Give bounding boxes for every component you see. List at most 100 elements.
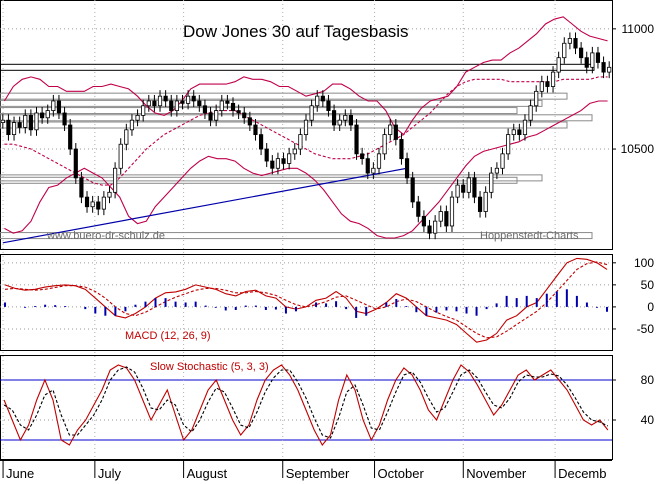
candle-body bbox=[191, 95, 196, 102]
candle-body bbox=[236, 110, 241, 114]
candle-body bbox=[152, 100, 157, 107]
candle-body bbox=[242, 112, 247, 119]
stochastic-label: Slow Stochastic (5, 3, 3) bbox=[150, 361, 269, 373]
panel-frame-1 bbox=[0, 254, 613, 351]
candle-body bbox=[163, 95, 168, 102]
axis-ticks: 11000 10500 100 50 0 -50 80 40 June July August Sep… bbox=[0, 22, 654, 481]
candle-body bbox=[197, 100, 202, 107]
candle-body bbox=[146, 100, 151, 107]
level-box bbox=[0, 114, 593, 122]
candle-body bbox=[73, 148, 78, 179]
candle-body bbox=[595, 52, 601, 63]
candle-body bbox=[315, 95, 320, 107]
candle-body bbox=[34, 112, 39, 131]
candle-body bbox=[6, 119, 11, 136]
macd-Signal bbox=[4, 261, 608, 339]
candle-body bbox=[382, 134, 387, 155]
y-tick-label: 40 bbox=[641, 413, 655, 427]
y-tick-label: -50 bbox=[637, 322, 655, 336]
month-label: September bbox=[286, 466, 350, 481]
candle-body bbox=[292, 148, 297, 155]
candle-body bbox=[79, 177, 84, 198]
candle-body bbox=[23, 114, 28, 128]
candle-body bbox=[472, 177, 477, 198]
candle-body bbox=[601, 62, 606, 73]
credit-left: www.buero-dr-schulz.de bbox=[46, 230, 165, 242]
candle-body bbox=[449, 196, 455, 227]
candle-body bbox=[376, 153, 382, 169]
candle-body bbox=[416, 201, 421, 217]
candle-body bbox=[579, 47, 584, 59]
candle-body bbox=[556, 57, 561, 73]
candle-body bbox=[275, 158, 281, 169]
candle-body bbox=[337, 119, 342, 126]
candle-body bbox=[404, 158, 410, 179]
candle-body bbox=[399, 139, 404, 160]
candle-body bbox=[590, 52, 595, 68]
candle-body bbox=[466, 177, 471, 193]
candle-body bbox=[500, 153, 505, 169]
candle-body bbox=[517, 129, 522, 136]
candle-body bbox=[202, 105, 208, 114]
candle-body bbox=[264, 148, 269, 162]
candle-body bbox=[303, 119, 309, 136]
level-box bbox=[0, 63, 595, 71]
candle-body bbox=[169, 100, 174, 111]
candle-body bbox=[180, 100, 185, 104]
bollinger-2 bbox=[4, 76, 608, 186]
candle-body bbox=[208, 112, 213, 121]
level-box bbox=[0, 176, 518, 184]
candle-body bbox=[584, 57, 589, 68]
candle-body bbox=[101, 196, 106, 210]
bollinger-1 bbox=[3, 16, 608, 136]
candle-body bbox=[135, 114, 140, 121]
candle-body bbox=[331, 110, 337, 126]
macd-label: MACD (12, 26, 9) bbox=[125, 330, 211, 342]
candle-body bbox=[607, 66, 612, 73]
candle-body bbox=[393, 124, 398, 140]
candle-body bbox=[68, 124, 73, 150]
candle-body bbox=[539, 81, 544, 92]
candle-body bbox=[477, 196, 483, 212]
candle-body bbox=[444, 211, 449, 227]
candle-body bbox=[455, 184, 460, 198]
y-tick-label: 0 bbox=[647, 300, 654, 314]
candle-body bbox=[0, 119, 5, 123]
stoch-%D bbox=[3, 366, 609, 439]
candle-body bbox=[421, 215, 426, 227]
candle-body bbox=[11, 122, 17, 136]
candle-body bbox=[157, 95, 163, 107]
candle-body bbox=[214, 110, 219, 121]
candle-body bbox=[360, 153, 365, 160]
level-box bbox=[0, 232, 593, 240]
candle-body bbox=[225, 100, 230, 104]
candle-body bbox=[489, 172, 494, 193]
candle-body bbox=[433, 220, 438, 234]
candle-body bbox=[483, 191, 488, 212]
y-tick-label: 100 bbox=[634, 256, 654, 270]
y-tick-label: 80 bbox=[641, 373, 655, 387]
candle-body bbox=[343, 114, 348, 121]
month-label: June bbox=[6, 466, 34, 481]
candle-body bbox=[107, 191, 112, 198]
candle-body bbox=[348, 114, 354, 126]
candle-body bbox=[287, 153, 292, 164]
candle-body bbox=[113, 167, 118, 193]
macd-MACD bbox=[4, 257, 608, 343]
y-tick-label: 10500 bbox=[621, 142, 655, 156]
candle-body bbox=[365, 158, 370, 174]
candle-body bbox=[534, 90, 539, 107]
candle-body bbox=[45, 110, 50, 119]
candle-body bbox=[528, 105, 533, 121]
y-tick-label: 50 bbox=[641, 278, 655, 292]
level-box bbox=[0, 121, 568, 129]
candle-body bbox=[281, 158, 286, 164]
candle-body bbox=[388, 124, 393, 136]
month-label: November bbox=[466, 466, 527, 481]
candle-body bbox=[545, 81, 550, 87]
candle-body bbox=[309, 105, 314, 121]
candle-body bbox=[84, 196, 90, 208]
candle-body bbox=[247, 117, 252, 126]
candle-body bbox=[427, 225, 432, 234]
